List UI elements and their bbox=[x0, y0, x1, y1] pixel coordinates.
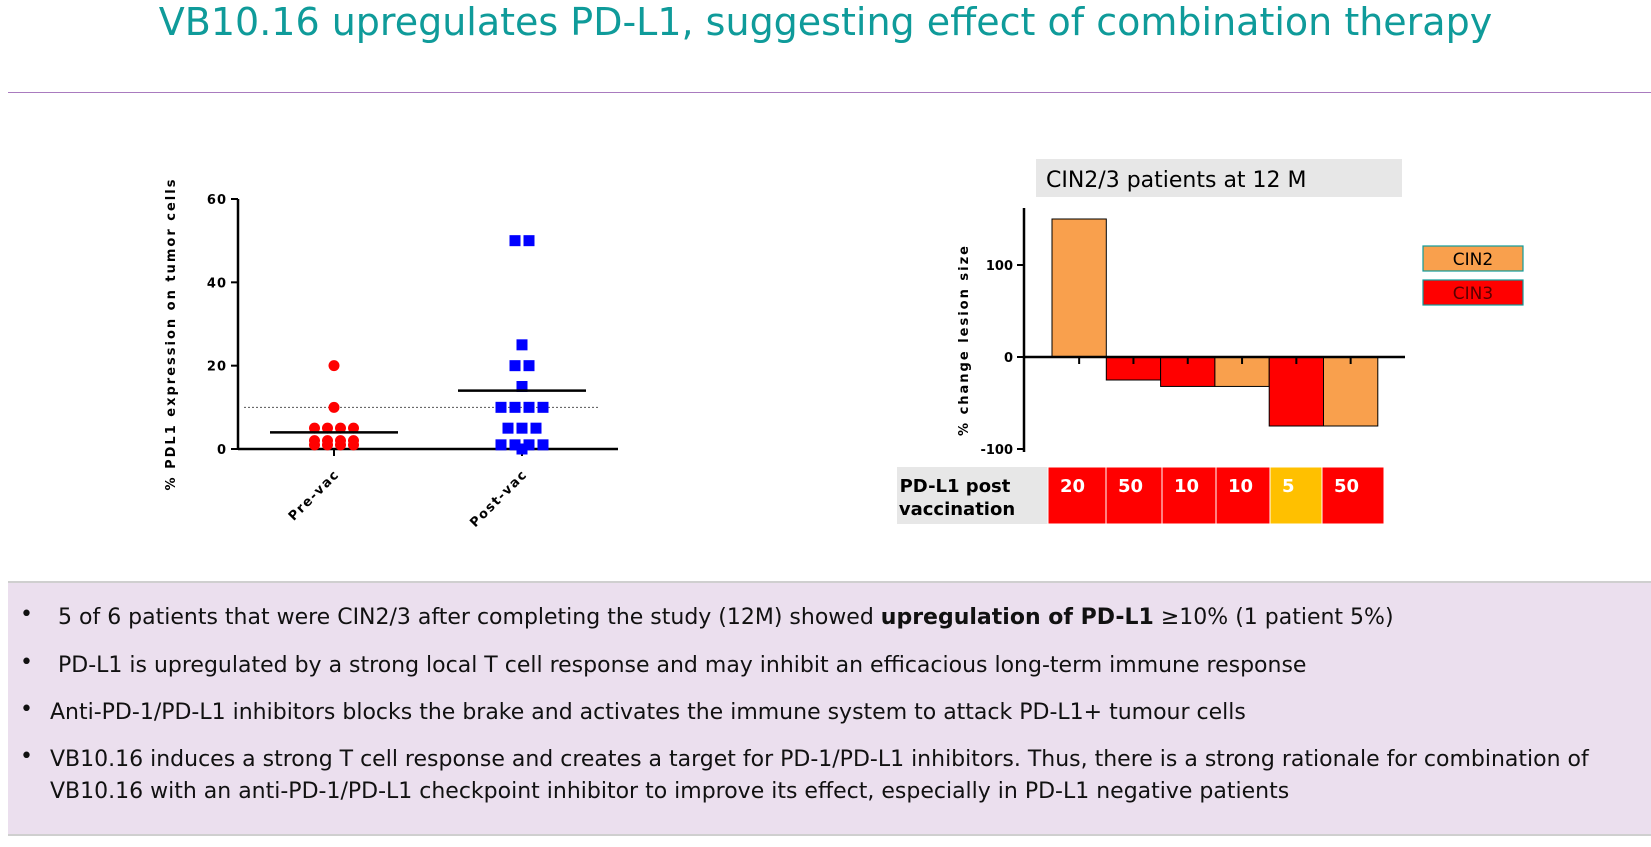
scatter-point-postvac bbox=[495, 401, 507, 413]
bar-y-tick-label: 100 bbox=[986, 259, 1013, 274]
scatter-point-prevac bbox=[309, 422, 320, 434]
scatter-point-postvac bbox=[537, 401, 549, 413]
scatter-point-postvac bbox=[516, 339, 528, 351]
scatter-point-postvac bbox=[509, 439, 521, 451]
scatter-point-postvac bbox=[537, 439, 549, 451]
pdl1-table-label-box bbox=[897, 467, 1048, 524]
pdl1-table-value: 5 bbox=[1282, 476, 1295, 497]
bullet-bold: upregulation of PD-L1 bbox=[880, 605, 1154, 630]
scatter-y-tick-label: 40 bbox=[207, 276, 227, 291]
scatter-point-postvac bbox=[509, 401, 521, 413]
scatter-y-axis-label: % PDL1 expression on tumor cells bbox=[164, 178, 179, 491]
scatter-point-postvac bbox=[523, 235, 535, 247]
bar-chart: CIN2/3 patients at 12 M -100 0 100 % change … bbox=[897, 159, 1524, 525]
scatter-point-postvac bbox=[516, 422, 528, 434]
legend-label: CIN3 bbox=[1453, 284, 1493, 304]
scatter-y-tick-label: 60 bbox=[207, 193, 227, 208]
legend-swatch-cin3 bbox=[1422, 279, 1524, 306]
scatter-point-postvac bbox=[509, 360, 521, 372]
bullet-dot: • bbox=[20, 744, 33, 769]
scatter-point-prevac bbox=[322, 435, 333, 447]
pdl1-table-cell bbox=[1161, 466, 1217, 525]
bullet-panel: • 5 of 6 patients that were CIN2/3 after… bbox=[8, 581, 1651, 836]
bullet-dot: • bbox=[20, 602, 33, 627]
scatter-point-postvac bbox=[516, 381, 528, 392]
scatter-y-tick-label: 20 bbox=[207, 360, 227, 375]
bar bbox=[1268, 356, 1324, 427]
scatter-point-prevac bbox=[335, 422, 346, 434]
scatter-point-postvac bbox=[523, 439, 535, 451]
scatter-point-postvac bbox=[523, 360, 535, 372]
scatter-point-prevac bbox=[328, 360, 340, 372]
bar-chart-title: CIN2/3 patients at 12 M bbox=[1046, 168, 1307, 193]
pdl1-table-label-line2: vaccination bbox=[899, 499, 1015, 520]
pdl1-table-cell bbox=[1047, 466, 1107, 525]
bullet-dot: • bbox=[20, 650, 33, 675]
bar bbox=[1051, 218, 1107, 358]
scatter-point-prevac bbox=[328, 401, 340, 413]
scatter-point-prevac bbox=[348, 435, 359, 447]
scatter-x-tick-label: Pre-vac bbox=[286, 467, 343, 524]
scatter-y-tick-label: 0 bbox=[217, 443, 227, 458]
bullet-text: PD-L1 is upregulated by a strong local T… bbox=[58, 653, 1307, 678]
slide-title: VB10.16 upregulates PD-L1, suggesting ef… bbox=[158, 0, 1493, 44]
pdl1-table-label-line1: PD-L1 post bbox=[900, 476, 1011, 497]
pdl1-table-value: 50 bbox=[1118, 476, 1143, 497]
scatter-chart: 0 20 40 60 % PDL1 expression on tumor cells P… bbox=[164, 178, 618, 531]
scatter-point-postvac bbox=[502, 422, 514, 434]
pdl1-table-value: 10 bbox=[1174, 476, 1199, 497]
legend-swatch-cin2 bbox=[1422, 245, 1524, 272]
legend-label: CIN2 bbox=[1453, 250, 1493, 270]
pdl1-table-value: 10 bbox=[1228, 476, 1253, 497]
charts-canvas: 0 20 40 60 % PDL1 expression on tumor cells P… bbox=[164, 159, 1524, 531]
pdl1-table-value: 50 bbox=[1334, 476, 1359, 497]
pdl1-table-cell bbox=[1269, 466, 1323, 525]
bullet-text: VB10.16 induces a strong T cell response… bbox=[50, 747, 1589, 804]
scatter-point-postvac bbox=[530, 422, 542, 434]
pdl1-table-cell bbox=[1215, 466, 1271, 525]
scatter-point-prevac bbox=[335, 435, 346, 447]
pdl1-table-cell bbox=[1105, 466, 1163, 525]
scatter-x-tick-label: Post-vac bbox=[467, 467, 530, 530]
bar-y-tick-label: -100 bbox=[980, 443, 1013, 458]
scatter-point-prevac bbox=[322, 422, 333, 434]
scatter-point-postvac bbox=[523, 401, 535, 413]
pdl1-table-value: 20 bbox=[1060, 476, 1085, 497]
bar-y-tick-label: 0 bbox=[1004, 351, 1013, 366]
scatter-point-postvac bbox=[495, 439, 507, 451]
bar bbox=[1323, 356, 1379, 427]
bar-y-axis-label: % change lesion size bbox=[957, 244, 972, 436]
scatter-point-prevac bbox=[348, 422, 359, 434]
title-divider bbox=[8, 92, 1651, 93]
scatter-point-prevac bbox=[309, 435, 320, 447]
bullet-text: 5 of 6 patients that were CIN2/3 after c… bbox=[58, 605, 1394, 630]
pdl1-table-cell bbox=[1321, 466, 1385, 525]
bullet-text: Anti-PD-1/PD-L1 inhibitors blocks the br… bbox=[50, 700, 1246, 725]
bar-chart-title-box bbox=[1036, 159, 1402, 197]
scatter-point-postvac bbox=[509, 235, 521, 247]
bullet-dot: • bbox=[20, 697, 33, 722]
scatter-point-postvac bbox=[516, 443, 528, 455]
